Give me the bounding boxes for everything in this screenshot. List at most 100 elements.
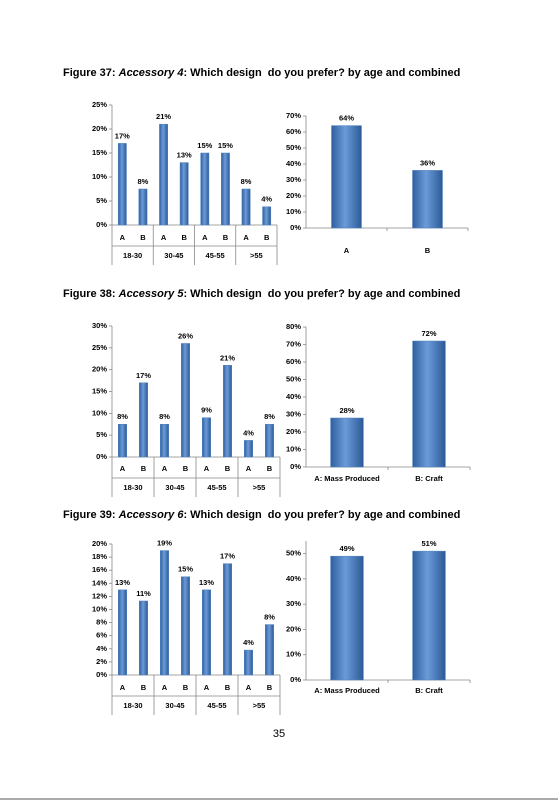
data-label: 8% <box>264 613 275 622</box>
y-tick-label: 16% <box>92 565 107 574</box>
y-tick-label: 15% <box>92 148 107 157</box>
data-label: 19% <box>157 539 172 548</box>
bar <box>160 424 169 458</box>
y-tick-label: 60% <box>286 127 301 136</box>
y-tick-label: 40% <box>286 159 301 168</box>
bar <box>179 162 189 226</box>
group-label: 18-30 <box>123 251 142 260</box>
data-label: 49% <box>339 544 354 553</box>
caption-subject: Accessory 4 <box>118 67 184 79</box>
y-tick-label: 5% <box>96 196 107 205</box>
x-tick-label: B <box>181 233 187 242</box>
caption-question: : Which design do you prefer? by age and… <box>183 509 460 521</box>
y-tick-label: 10% <box>286 207 301 216</box>
group-label: 30-45 <box>165 701 184 710</box>
caption-question: : Which design do you prefer? by age and… <box>183 67 460 79</box>
bar <box>159 123 168 226</box>
y-tick-label: 15% <box>92 386 107 395</box>
group-label: 18-30 <box>123 483 142 492</box>
data-label: 13% <box>199 578 214 587</box>
data-label: 15% <box>178 565 193 574</box>
x-tick-label: B <box>225 683 231 692</box>
group-label: 45-55 <box>207 483 226 492</box>
x-tick-label: A <box>243 233 249 242</box>
y-tick-label: 4% <box>96 644 107 653</box>
y-tick-label: 30% <box>92 321 107 330</box>
y-tick-label: 70% <box>286 111 301 120</box>
bar <box>223 365 232 458</box>
x-tick-label: A <box>246 683 252 692</box>
y-tick-label: 10% <box>92 172 107 181</box>
x-tick-label: B: Craft <box>415 686 443 695</box>
y-tick-label: 60% <box>286 357 301 366</box>
group-label: 45-55 <box>207 701 226 710</box>
bar <box>139 382 148 458</box>
x-tick-label: B <box>225 464 231 473</box>
data-label: 4% <box>261 195 272 204</box>
data-label: 13% <box>177 151 192 160</box>
y-tick-label: 30% <box>286 599 301 608</box>
x-tick-label: A <box>162 683 168 692</box>
x-tick-label: B: Craft <box>415 474 443 483</box>
y-tick-label: 25% <box>92 100 107 109</box>
data-label: 8% <box>241 177 252 186</box>
bar <box>262 206 272 226</box>
x-tick-label: B <box>140 233 146 242</box>
data-label: 17% <box>220 552 235 561</box>
x-tick-label: B <box>425 246 431 255</box>
bar <box>241 188 251 226</box>
bar <box>244 649 253 676</box>
bar <box>223 563 232 676</box>
data-label: 15% <box>197 141 212 150</box>
y-tick-label: 25% <box>92 343 107 352</box>
data-label: 4% <box>243 428 254 437</box>
group-label: 30-45 <box>164 251 183 260</box>
data-label: 15% <box>218 141 233 150</box>
data-label: 8% <box>264 412 275 421</box>
data-label: 11% <box>136 589 151 598</box>
bar <box>118 589 127 676</box>
y-tick-label: 10% <box>286 650 301 659</box>
data-label: 13% <box>115 578 130 587</box>
y-tick-label: 50% <box>286 374 301 383</box>
caption-question: : Which design do you prefer? by age and… <box>183 288 460 300</box>
y-tick-label: 12% <box>92 591 107 600</box>
y-tick-label: 0% <box>96 670 107 679</box>
x-tick-label: B <box>141 464 147 473</box>
bar <box>181 343 190 458</box>
caption-label: Figure 37: <box>63 67 119 79</box>
y-tick-label: 6% <box>96 631 107 640</box>
y-tick-label: 5% <box>96 430 107 439</box>
bar <box>117 143 127 226</box>
caption-label: Figure 38: <box>63 288 119 300</box>
y-tick-label: 20% <box>92 365 107 374</box>
bar <box>118 424 127 458</box>
y-tick-label: 0% <box>290 223 301 232</box>
bar <box>244 440 253 458</box>
y-tick-label: 20% <box>92 124 107 133</box>
x-tick-label: B <box>267 464 273 473</box>
bar <box>181 576 190 676</box>
bar <box>138 188 148 226</box>
group-label: >55 <box>253 701 266 710</box>
data-label: 4% <box>243 638 254 647</box>
y-tick-label: 0% <box>96 452 107 461</box>
bar <box>202 589 211 676</box>
x-tick-label: B <box>183 464 189 473</box>
y-tick-label: 50% <box>286 143 301 152</box>
y-tick-label: 30% <box>286 175 301 184</box>
bar <box>330 417 364 468</box>
caption: Figure 39: Accessory 6: Which design do … <box>63 509 460 521</box>
x-tick-label: A <box>246 464 252 473</box>
caption: Figure 37: Accessory 4: Which design do … <box>63 67 460 79</box>
group-label: 45-55 <box>206 251 225 260</box>
y-tick-label: 10% <box>92 604 107 613</box>
y-tick-label: 50% <box>286 549 301 558</box>
x-tick-label: B <box>141 683 147 692</box>
y-tick-label: 20% <box>286 427 301 436</box>
y-tick-label: 0% <box>290 675 301 684</box>
bar <box>265 424 274 458</box>
bar <box>200 152 210 226</box>
group-label: 18-30 <box>123 701 142 710</box>
